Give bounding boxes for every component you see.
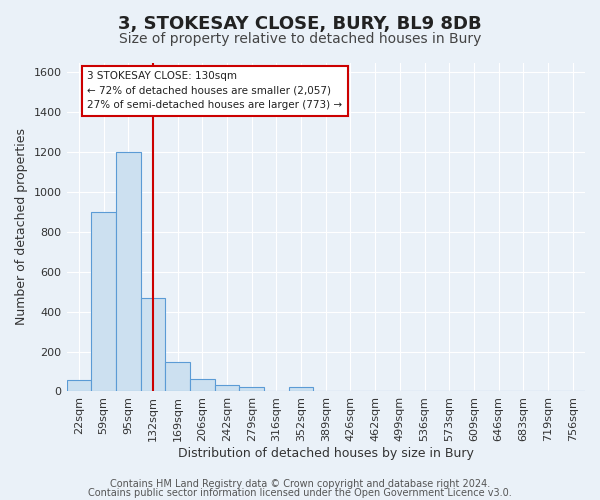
X-axis label: Distribution of detached houses by size in Bury: Distribution of detached houses by size … — [178, 447, 474, 460]
Text: 3, STOKESAY CLOSE, BURY, BL9 8DB: 3, STOKESAY CLOSE, BURY, BL9 8DB — [118, 15, 482, 33]
Text: Contains public sector information licensed under the Open Government Licence v3: Contains public sector information licen… — [88, 488, 512, 498]
Text: 3 STOKESAY CLOSE: 130sqm
← 72% of detached houses are smaller (2,057)
27% of sem: 3 STOKESAY CLOSE: 130sqm ← 72% of detach… — [87, 70, 343, 110]
Bar — [289, 388, 313, 392]
Bar — [140, 298, 165, 392]
Text: Contains HM Land Registry data © Crown copyright and database right 2024.: Contains HM Land Registry data © Crown c… — [110, 479, 490, 489]
Text: Size of property relative to detached houses in Bury: Size of property relative to detached ho… — [119, 32, 481, 46]
Bar — [116, 152, 140, 392]
Bar — [190, 380, 215, 392]
Y-axis label: Number of detached properties: Number of detached properties — [15, 128, 28, 326]
Bar — [215, 386, 239, 392]
Bar — [91, 212, 116, 392]
Bar — [239, 388, 264, 392]
Bar — [67, 380, 91, 392]
Bar — [165, 362, 190, 392]
